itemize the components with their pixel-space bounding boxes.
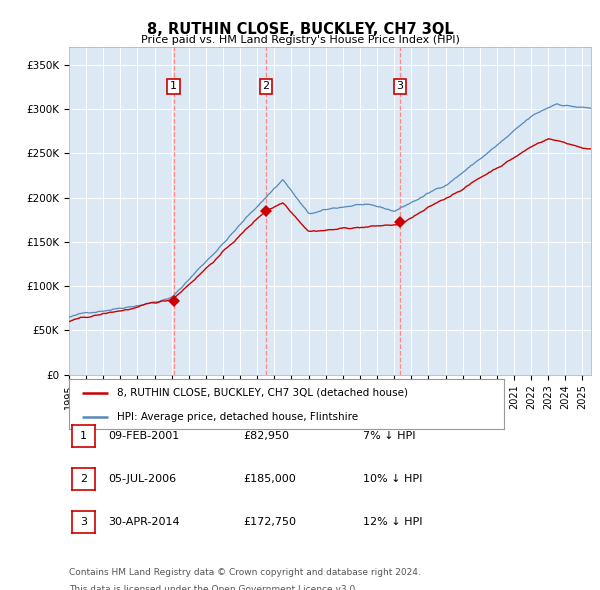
Text: 8, RUTHIN CLOSE, BUCKLEY, CH7 3QL: 8, RUTHIN CLOSE, BUCKLEY, CH7 3QL (146, 22, 454, 37)
Text: This data is licensed under the Open Government Licence v3.0.: This data is licensed under the Open Gov… (69, 585, 358, 590)
Text: 1: 1 (80, 431, 87, 441)
Text: Contains HM Land Registry data © Crown copyright and database right 2024.: Contains HM Land Registry data © Crown c… (69, 568, 421, 577)
Text: 12% ↓ HPI: 12% ↓ HPI (363, 517, 422, 527)
Text: 09-FEB-2001: 09-FEB-2001 (108, 431, 179, 441)
Text: 05-JUL-2006: 05-JUL-2006 (108, 474, 176, 484)
Text: 30-APR-2014: 30-APR-2014 (108, 517, 179, 527)
Text: Price paid vs. HM Land Registry's House Price Index (HPI): Price paid vs. HM Land Registry's House … (140, 35, 460, 45)
Text: HPI: Average price, detached house, Flintshire: HPI: Average price, detached house, Flin… (117, 412, 358, 421)
Text: 2: 2 (262, 81, 269, 91)
Text: 10% ↓ HPI: 10% ↓ HPI (363, 474, 422, 484)
Text: 1: 1 (170, 81, 177, 91)
Text: £185,000: £185,000 (243, 474, 296, 484)
Text: 3: 3 (397, 81, 403, 91)
Text: 7% ↓ HPI: 7% ↓ HPI (363, 431, 415, 441)
Text: 2: 2 (80, 474, 87, 484)
Text: £172,750: £172,750 (243, 517, 296, 527)
Text: 3: 3 (80, 517, 87, 527)
Text: 8, RUTHIN CLOSE, BUCKLEY, CH7 3QL (detached house): 8, RUTHIN CLOSE, BUCKLEY, CH7 3QL (detac… (117, 388, 408, 398)
Text: £82,950: £82,950 (243, 431, 289, 441)
